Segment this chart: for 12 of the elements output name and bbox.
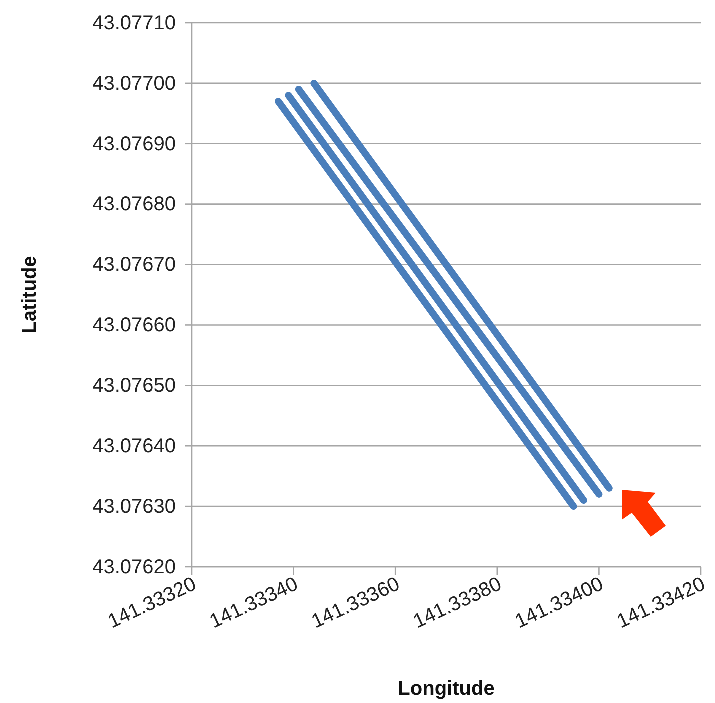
y-tick-label: 43.07620 bbox=[92, 556, 176, 578]
y-tick-label: 43.07670 bbox=[92, 254, 176, 276]
y-tick-label: 43.07660 bbox=[92, 314, 176, 337]
y-tick-label: 43.07690 bbox=[92, 133, 176, 156]
y-tick-label: 43.07700 bbox=[92, 72, 176, 95]
y-tick-label: 43.07650 bbox=[92, 375, 176, 398]
y-tick-label: 43.07640 bbox=[92, 436, 176, 458]
y-tick-label: 43.07710 bbox=[92, 12, 176, 34]
y-axis-title: Latitude bbox=[19, 256, 41, 334]
x-axis-title: Longitude bbox=[398, 678, 495, 700]
y-tick-label: 43.07630 bbox=[92, 496, 176, 518]
y-tick-label: 43.07680 bbox=[92, 194, 176, 216]
